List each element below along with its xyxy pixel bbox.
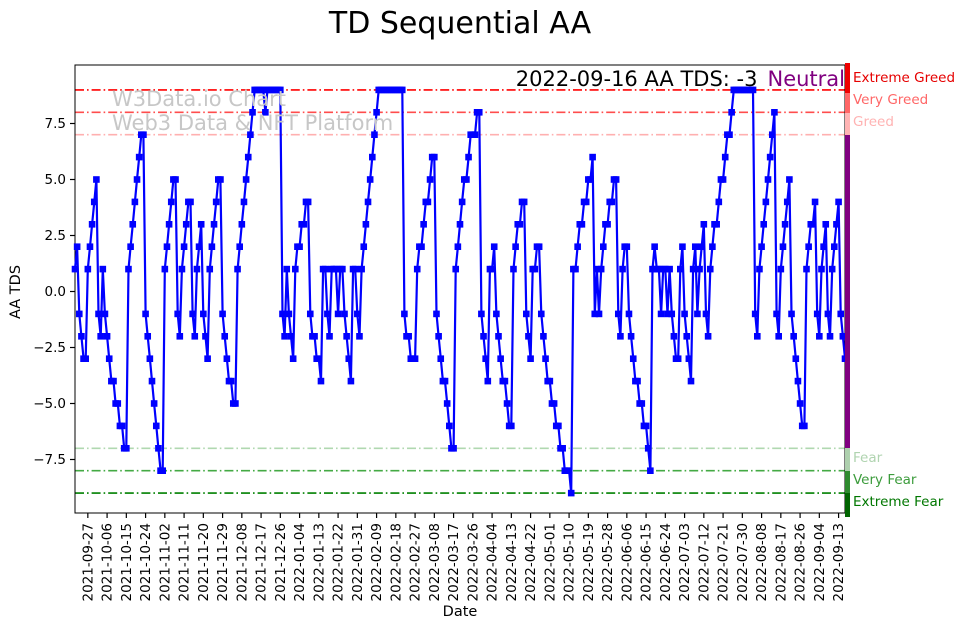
page-title: TD Sequential AA [328, 6, 592, 41]
svg-text:2021-10-24: 2021-10-24 [138, 523, 154, 601]
svg-text:2022-03-08: 2022-03-08 [427, 523, 443, 601]
x-axis-label: Date [442, 604, 478, 620]
svg-text:2022-06-06: 2022-06-06 [619, 523, 635, 601]
svg-text:2.5: 2.5 [45, 228, 66, 244]
svg-text:2022-06-15: 2022-06-15 [639, 523, 655, 601]
svg-text:2022-01-22: 2022-01-22 [331, 523, 347, 601]
svg-text:−7.5: −7.5 [33, 452, 66, 468]
svg-text:7.5: 7.5 [45, 116, 66, 132]
sentiment-label: Neutral [767, 67, 845, 91]
svg-text:2022-07-03: 2022-07-03 [677, 523, 693, 601]
svg-text:2022-08-26: 2022-08-26 [793, 523, 809, 601]
y-axis-label: AA TDS [8, 264, 24, 320]
zone-label-very-greed: Very Greed [853, 92, 929, 108]
svg-text:2021-12-26: 2021-12-26 [273, 523, 289, 601]
svg-text:2022-09-13: 2022-09-13 [831, 523, 847, 601]
svg-text:2022-01-13: 2022-01-13 [311, 523, 327, 601]
svg-text:0.0: 0.0 [45, 284, 66, 300]
svg-text:2022-05-19: 2022-05-19 [581, 523, 597, 601]
svg-text:2022-03-26: 2022-03-26 [465, 523, 481, 601]
svg-text:2022-08-17: 2022-08-17 [773, 523, 789, 601]
svg-text:2022-05-10: 2022-05-10 [562, 523, 578, 601]
svg-text:2021-12-08: 2021-12-08 [234, 523, 250, 601]
svg-text:2021-11-20: 2021-11-20 [196, 523, 212, 601]
svg-text:2021-10-15: 2021-10-15 [119, 523, 135, 601]
svg-text:2022-07-21: 2022-07-21 [716, 523, 732, 601]
svg-text:2021-12-17: 2021-12-17 [254, 523, 270, 601]
svg-text:2021-09-27: 2021-09-27 [80, 523, 96, 601]
svg-text:2022-03-17: 2022-03-17 [446, 523, 462, 601]
zone-label-fear: Fear [853, 450, 883, 466]
svg-text:2021-11-29: 2021-11-29 [215, 523, 231, 601]
svg-text:2022-04-04: 2022-04-04 [485, 523, 501, 601]
svg-text:2022-04-22: 2022-04-22 [523, 523, 539, 601]
svg-text:2022-05-28: 2022-05-28 [600, 523, 616, 601]
svg-text:2022-09-04: 2022-09-04 [812, 523, 828, 601]
svg-text:2022-02-18: 2022-02-18 [388, 523, 404, 601]
svg-text:2022-05-01: 2022-05-01 [542, 523, 558, 601]
svg-text:2022-02-27: 2022-02-27 [408, 523, 424, 601]
zone-label-greed: Greed [853, 114, 894, 130]
svg-text:2022-06-24: 2022-06-24 [658, 523, 674, 601]
svg-text:−2.5: −2.5 [33, 340, 66, 356]
svg-text:2022-02-09: 2022-02-09 [369, 523, 385, 601]
svg-text:2022-01-31: 2022-01-31 [350, 523, 366, 601]
zone-label-extreme-greed: Extreme Greed [853, 70, 956, 86]
svg-text:2022-07-12: 2022-07-12 [696, 523, 712, 601]
zone-label-very-fear: Very Fear [853, 472, 917, 488]
svg-text:5.0: 5.0 [45, 172, 66, 188]
svg-text:2022-07-30: 2022-07-30 [735, 523, 751, 601]
svg-text:2022-08-08: 2022-08-08 [754, 523, 770, 601]
svg-text:2021-11-11: 2021-11-11 [177, 523, 193, 601]
svg-text:2022-04-13: 2022-04-13 [504, 523, 520, 601]
chart-annotation: 2022-09-16 AA TDS: -3 Neutral [0, 67, 845, 91]
svg-text:2022-01-04: 2022-01-04 [292, 523, 308, 601]
svg-text:2021-11-02: 2021-11-02 [157, 523, 173, 601]
annotation-date-tds: 2022-09-16 AA TDS: -3 [515, 67, 758, 91]
svg-text:−5.0: −5.0 [33, 396, 66, 412]
svg-text:2021-10-06: 2021-10-06 [100, 523, 116, 601]
zone-label-extreme-fear: Extreme Fear [853, 494, 944, 510]
